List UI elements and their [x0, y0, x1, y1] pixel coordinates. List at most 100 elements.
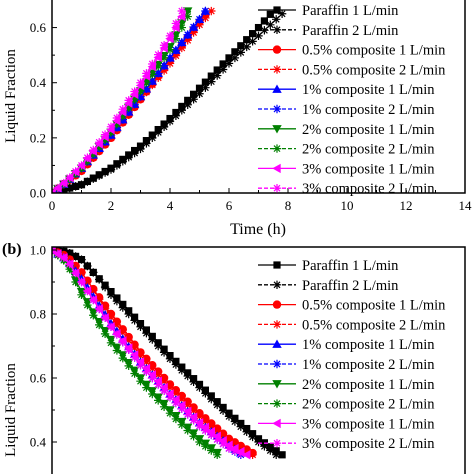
data-point	[136, 351, 145, 360]
legend-label: 3% composite 1 L/min	[302, 416, 435, 432]
data-point	[224, 412, 234, 421]
legend-entry-1: Paraffin 1 L/min	[258, 3, 399, 19]
data-point	[254, 23, 263, 32]
data-point	[183, 12, 192, 21]
data-point	[159, 386, 169, 395]
x-tick-label: 12	[400, 198, 413, 213]
data-point	[171, 414, 181, 424]
y-axis-label-b: Liquid Fraction	[3, 363, 19, 457]
data-point	[130, 148, 139, 158]
data-point	[254, 437, 263, 447]
legend-marker	[273, 261, 281, 269]
data-point	[183, 100, 192, 109]
series-10	[52, 6, 186, 193]
data-point	[148, 70, 157, 79]
legend-marker	[272, 144, 282, 153]
data-point	[71, 182, 80, 191]
data-point	[154, 370, 163, 379]
data-point	[171, 398, 181, 408]
data-point	[266, 20, 275, 30]
y-tick-label: 0.4	[30, 75, 47, 90]
data-point	[195, 412, 204, 421]
data-point	[77, 277, 86, 287]
data-point	[195, 383, 204, 392]
data-point	[242, 42, 251, 52]
data-point	[266, 446, 275, 455]
data-point	[201, 389, 210, 398]
data-point	[112, 297, 122, 306]
y-tick-label: 0.0	[30, 186, 46, 201]
data-point	[77, 161, 86, 170]
data-point	[136, 322, 145, 331]
legend-entry-2: Paraffin 2 L/min	[258, 278, 399, 294]
data-point	[154, 50, 163, 59]
y-tick-label: 0.8	[30, 307, 46, 322]
data-point	[148, 335, 157, 344]
data-point	[83, 277, 92, 286]
data-point	[142, 357, 151, 367]
series-9	[52, 10, 186, 193]
data-point	[183, 426, 192, 435]
x-tick-label: 10	[341, 198, 354, 213]
data-point	[201, 417, 210, 426]
data-point	[83, 300, 92, 310]
data-point	[177, 106, 186, 115]
data-point	[124, 361, 133, 371]
data-point	[71, 261, 80, 271]
data-point	[201, 6, 210, 16]
data-point	[106, 290, 116, 299]
data-point	[71, 167, 80, 176]
data-point	[159, 402, 169, 411]
data-point	[100, 282, 110, 292]
legend-label: Paraffin 1 L/min	[302, 258, 399, 274]
legend-entry-3: 0.5% composite 1 L/min	[258, 298, 446, 314]
data-point	[249, 30, 257, 38]
data-point	[89, 295, 98, 305]
data-point	[225, 54, 233, 62]
data-point	[183, 36, 192, 45]
legend-entry-7: 2% composite 1 L/min	[258, 377, 435, 393]
data-point	[230, 417, 240, 426]
data-point	[213, 66, 221, 74]
data-point	[77, 255, 86, 264]
data-point	[183, 30, 192, 39]
legend-marker	[272, 25, 282, 34]
legend-label: 0.5% composite 2 L/min	[302, 62, 446, 78]
data-point	[77, 268, 86, 277]
data-point	[89, 286, 98, 295]
data-point	[53, 249, 63, 259]
data-point	[190, 90, 198, 98]
data-point	[130, 95, 139, 104]
data-point	[106, 338, 116, 347]
data-point	[136, 377, 145, 386]
data-point	[71, 268, 80, 278]
legend-label: 1% composite 2 L/min	[302, 357, 435, 373]
data-point	[195, 20, 204, 30]
legend-entry-9: 3% composite 1 L/min	[258, 161, 435, 177]
data-point	[189, 377, 198, 387]
legend-marker	[272, 45, 282, 54]
data-point	[189, 95, 198, 104]
y-tick-label: 1.0	[30, 243, 46, 258]
data-point	[189, 406, 198, 415]
data-point	[130, 343, 139, 353]
legend-entry-2: Paraffin 2 L/min	[258, 23, 399, 39]
data-point	[171, 34, 181, 43]
legend-label: Paraffin 2 L/min	[302, 278, 399, 294]
data-point	[95, 142, 104, 151]
data-point	[242, 447, 251, 456]
data-point	[213, 435, 222, 444]
data-point	[136, 361, 145, 370]
data-point	[112, 320, 122, 330]
x-tick-label: 6	[226, 198, 233, 213]
data-point	[154, 61, 163, 71]
data-point	[177, 6, 186, 16]
data-point	[71, 252, 80, 261]
data-point	[148, 373, 157, 383]
data-point	[83, 286, 92, 296]
plot-area-frame-b	[51, 246, 466, 474]
legend-entry-8: 2% composite 2 L/min	[258, 397, 435, 413]
panel-b: (b) 0.4 0.6 0.8 1.0 Liquid Fraction Paraffi…	[2, 241, 466, 474]
legend-label: 3% composite 2 L/min	[302, 181, 435, 197]
